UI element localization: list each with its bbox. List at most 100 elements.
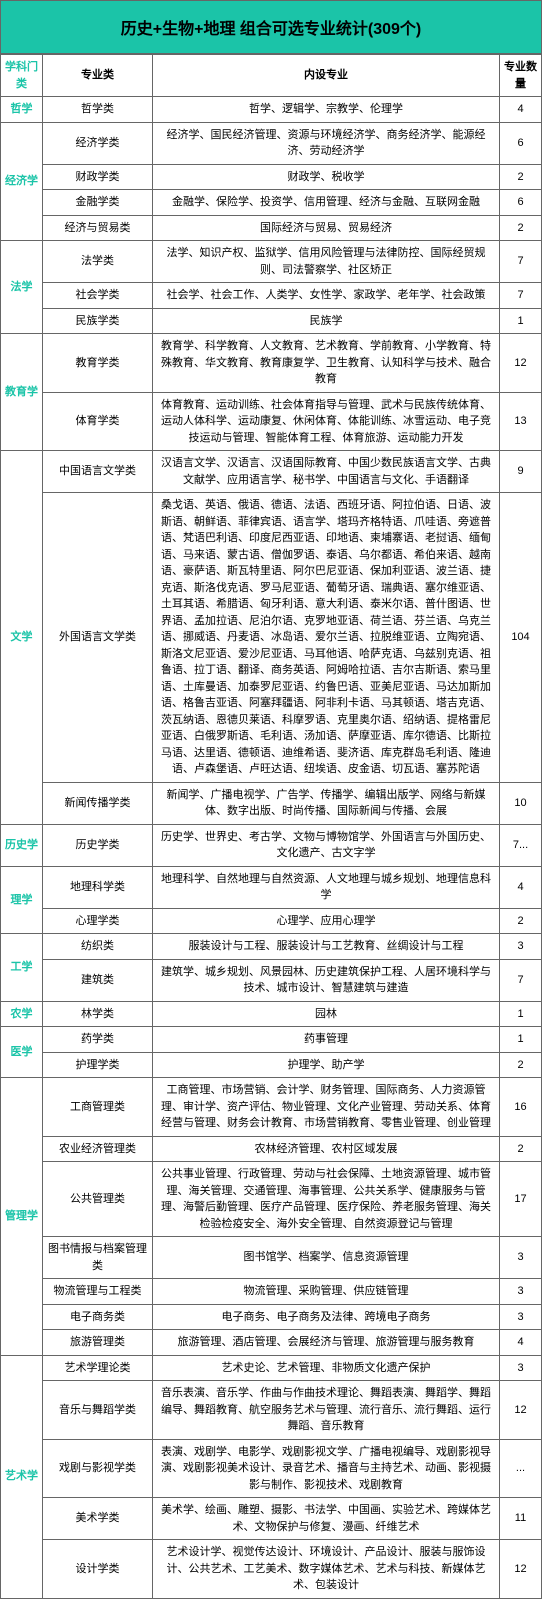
table-row: 管理学工商管理类工商管理、市场营销、会计学、财务管理、国际商务、人力资源管理、审…: [1, 1078, 542, 1137]
table-row: 电子商务类电子商务、电子商务及法律、跨境电子商务3: [1, 1304, 542, 1330]
table-row: 新闻传播学类新闻学、广播电视学、广告学、传播学、编辑出版学、网络与新媒体、数字出…: [1, 782, 542, 824]
page-title: 历史+生物+地理 组合可选专业统计(309个): [0, 0, 542, 54]
table-row: 理学地理科学类地理科学、自然地理与自然资源、人文地理与城乡规划、地理信息科学4: [1, 866, 542, 908]
count-cell: 7: [500, 959, 542, 1001]
count-cell: 13: [500, 392, 542, 451]
table-row: 历史学历史学类历史学、世界史、考古学、文物与博物馆学、外国语言与外国历史、文化遗…: [1, 824, 542, 866]
table-row: 设计学类艺术设计学、视觉传达设计、环境设计、产品设计、服装与服饰设计、公共艺术、…: [1, 1540, 542, 1599]
count-cell: 2: [500, 164, 542, 190]
specialty-cell: 法学、知识产权、监狱学、信用风险管理与法律防控、国际经贸规则、司法警察学、社区矫…: [153, 241, 500, 283]
count-cell: 12: [500, 1381, 542, 1440]
count-cell: 104: [500, 493, 542, 783]
category-cell: 教育学: [1, 334, 43, 451]
count-cell: 6: [500, 122, 542, 164]
major-cell: 戏剧与影视学类: [43, 1439, 153, 1498]
major-cell: 护理学类: [43, 1052, 153, 1078]
count-cell: 1: [500, 1001, 542, 1027]
specialty-cell: 工商管理、市场营销、会计学、财务管理、国际商务、人力资源管理、审计学、资产评估、…: [153, 1078, 500, 1137]
major-cell: 金融学类: [43, 190, 153, 216]
major-cell: 纺织类: [43, 934, 153, 960]
table-row: 法学法学类法学、知识产权、监狱学、信用风险管理与法律防控、国际经贸规则、司法警察…: [1, 241, 542, 283]
major-cell: 公共管理类: [43, 1162, 153, 1237]
table-row: 戏剧与影视学类表演、戏剧学、电影学、戏剧影视文学、广播电视编导、戏剧影视导演、戏…: [1, 1439, 542, 1498]
specialty-cell: 新闻学、广播电视学、广告学、传播学、编辑出版学、网络与新媒体、数字出版、时尚传播…: [153, 782, 500, 824]
specialty-cell: 美术学、绘画、雕塑、摄影、书法学、中国画、实验艺术、跨媒体艺术、文物保护与修复、…: [153, 1498, 500, 1540]
specialty-cell: 金融学、保险学、投资学、信用管理、经济与金融、互联网金融: [153, 190, 500, 216]
count-cell: 3: [500, 1279, 542, 1305]
category-cell: 文学: [1, 451, 43, 825]
category-cell: 艺术学: [1, 1355, 43, 1598]
category-cell: 医学: [1, 1027, 43, 1078]
major-cell: 物流管理与工程类: [43, 1279, 153, 1305]
count-cell: 11: [500, 1498, 542, 1540]
table-row: 工学纺织类服装设计与工程、服装设计与工艺教育、丝绸设计与工程3: [1, 934, 542, 960]
specialty-cell: 体育教育、运动训练、社会体育指导与管理、武术与民族传统体育、运动人体科学、运动康…: [153, 392, 500, 451]
header-major: 专业类: [43, 55, 153, 97]
major-cell: 地理科学类: [43, 866, 153, 908]
specialty-cell: 园林: [153, 1001, 500, 1027]
count-cell: 4: [500, 97, 542, 123]
major-cell: 图书情报与档案管理类: [43, 1237, 153, 1279]
table-row: 护理学类护理学、助产学2: [1, 1052, 542, 1078]
count-cell: 9: [500, 451, 542, 493]
count-cell: 3: [500, 1237, 542, 1279]
count-cell: 7: [500, 283, 542, 309]
table-row: 农学林学类园林1: [1, 1001, 542, 1027]
count-cell: 7...: [500, 824, 542, 866]
count-cell: 12: [500, 334, 542, 393]
specialty-cell: 服装设计与工程、服装设计与工艺教育、丝绸设计与工程: [153, 934, 500, 960]
category-cell: 工学: [1, 934, 43, 1002]
major-cell: 体育学类: [43, 392, 153, 451]
specialty-cell: 教育学、科学教育、人文教育、艺术教育、学前教育、小学教育、特殊教育、华文教育、教…: [153, 334, 500, 393]
category-cell: 农学: [1, 1001, 43, 1027]
major-cell: 设计学类: [43, 1540, 153, 1599]
specialty-cell: 艺术设计学、视觉传达设计、环境设计、产品设计、服装与服饰设计、公共艺术、工艺美术…: [153, 1540, 500, 1599]
major-cell: 农业经济管理类: [43, 1136, 153, 1162]
specialty-cell: 旅游管理、酒店管理、会展经济与管理、旅游管理与服务教育: [153, 1330, 500, 1356]
category-cell: 法学: [1, 241, 43, 334]
specialty-cell: 哲学、逻辑学、宗教学、伦理学: [153, 97, 500, 123]
count-cell: 10: [500, 782, 542, 824]
major-cell: 心理学类: [43, 908, 153, 934]
table-row: 医学药学类药事管理1: [1, 1027, 542, 1053]
major-cell: 财政学类: [43, 164, 153, 190]
specialty-cell: 财政学、税收学: [153, 164, 500, 190]
major-cell: 工商管理类: [43, 1078, 153, 1137]
specialty-cell: 艺术史论、艺术管理、非物质文化遗产保护: [153, 1355, 500, 1381]
count-cell: 3: [500, 934, 542, 960]
specialty-cell: 音乐表演、音乐学、作曲与作曲技术理论、舞蹈表演、舞蹈学、舞蹈编导、舞蹈教育、航空…: [153, 1381, 500, 1440]
table-row: 艺术学艺术学理论类艺术史论、艺术管理、非物质文化遗产保护3: [1, 1355, 542, 1381]
major-cell: 法学类: [43, 241, 153, 283]
specialty-cell: 心理学、应用心理学: [153, 908, 500, 934]
table-row: 心理学类心理学、应用心理学2: [1, 908, 542, 934]
specialty-cell: 药事管理: [153, 1027, 500, 1053]
category-cell: 管理学: [1, 1078, 43, 1356]
majors-table: 学科门类 专业类 内设专业 专业数量 哲学哲学类哲学、逻辑学、宗教学、伦理学4经…: [0, 54, 542, 1599]
count-cell: 16: [500, 1078, 542, 1137]
major-cell: 经济学类: [43, 122, 153, 164]
specialty-cell: 表演、戏剧学、电影学、戏剧影视文学、广播电视编导、戏剧影视导演、戏剧影视美术设计…: [153, 1439, 500, 1498]
major-cell: 社会学类: [43, 283, 153, 309]
count-cell: 2: [500, 1136, 542, 1162]
specialty-cell: 电子商务、电子商务及法律、跨境电子商务: [153, 1304, 500, 1330]
specialty-cell: 历史学、世界史、考古学、文物与博物馆学、外国语言与外国历史、文化遗产、古文字学: [153, 824, 500, 866]
major-cell: 历史学类: [43, 824, 153, 866]
count-cell: 2: [500, 215, 542, 241]
major-cell: 艺术学理论类: [43, 1355, 153, 1381]
count-cell: 2: [500, 908, 542, 934]
table-row: 社会学类社会学、社会工作、人类学、女性学、家政学、老年学、社会政策7: [1, 283, 542, 309]
count-cell: 3: [500, 1304, 542, 1330]
table-row: 美术学类美术学、绘画、雕塑、摄影、书法学、中国画、实验艺术、跨媒体艺术、文物保护…: [1, 1498, 542, 1540]
specialty-cell: 公共事业管理、行政管理、劳动与社会保障、土地资源管理、城市管理、海关管理、交通管…: [153, 1162, 500, 1237]
specialty-cell: 社会学、社会工作、人类学、女性学、家政学、老年学、社会政策: [153, 283, 500, 309]
table-row: 公共管理类公共事业管理、行政管理、劳动与社会保障、土地资源管理、城市管理、海关管…: [1, 1162, 542, 1237]
major-cell: 教育学类: [43, 334, 153, 393]
major-cell: 电子商务类: [43, 1304, 153, 1330]
header-row: 学科门类 专业类 内设专业 专业数量: [1, 55, 542, 97]
category-cell: 历史学: [1, 824, 43, 866]
count-cell: 3: [500, 1355, 542, 1381]
specialty-cell: 民族学: [153, 308, 500, 334]
count-cell: 4: [500, 866, 542, 908]
table-row: 旅游管理类旅游管理、酒店管理、会展经济与管理、旅游管理与服务教育4: [1, 1330, 542, 1356]
table-row: 文学中国语言文学类汉语言文学、汉语言、汉语国际教育、中国少数民族语言文学、古典文…: [1, 451, 542, 493]
